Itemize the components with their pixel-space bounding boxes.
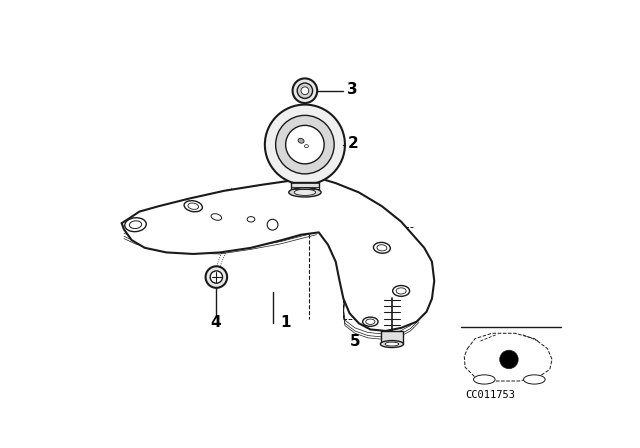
Ellipse shape [363,317,378,326]
Ellipse shape [305,145,308,148]
Ellipse shape [385,342,399,346]
Ellipse shape [380,340,403,348]
Circle shape [205,266,227,288]
Text: CC011753: CC011753 [465,390,515,400]
Ellipse shape [377,245,387,251]
Polygon shape [291,181,319,192]
Polygon shape [464,333,552,381]
Circle shape [210,271,223,283]
Ellipse shape [298,138,304,143]
Text: 2: 2 [348,136,358,151]
Ellipse shape [184,201,202,212]
Ellipse shape [289,188,321,197]
Ellipse shape [365,319,375,324]
Ellipse shape [474,375,495,384]
Ellipse shape [247,217,255,222]
Circle shape [297,83,312,99]
Polygon shape [122,177,435,331]
Text: 1: 1 [280,315,291,330]
Ellipse shape [125,218,147,232]
Circle shape [500,350,518,369]
Text: 3: 3 [348,82,358,97]
Circle shape [285,125,324,164]
Ellipse shape [129,221,141,228]
Ellipse shape [294,189,316,195]
Polygon shape [381,331,403,344]
Ellipse shape [188,203,198,209]
Text: 4: 4 [210,315,221,330]
Circle shape [292,78,317,103]
Circle shape [267,220,278,230]
Ellipse shape [393,285,410,296]
Circle shape [301,87,308,95]
Ellipse shape [396,288,406,294]
Ellipse shape [374,242,390,253]
Ellipse shape [211,214,221,220]
Text: 5: 5 [349,334,360,349]
Circle shape [265,104,345,185]
Circle shape [276,116,334,174]
Ellipse shape [524,375,545,384]
